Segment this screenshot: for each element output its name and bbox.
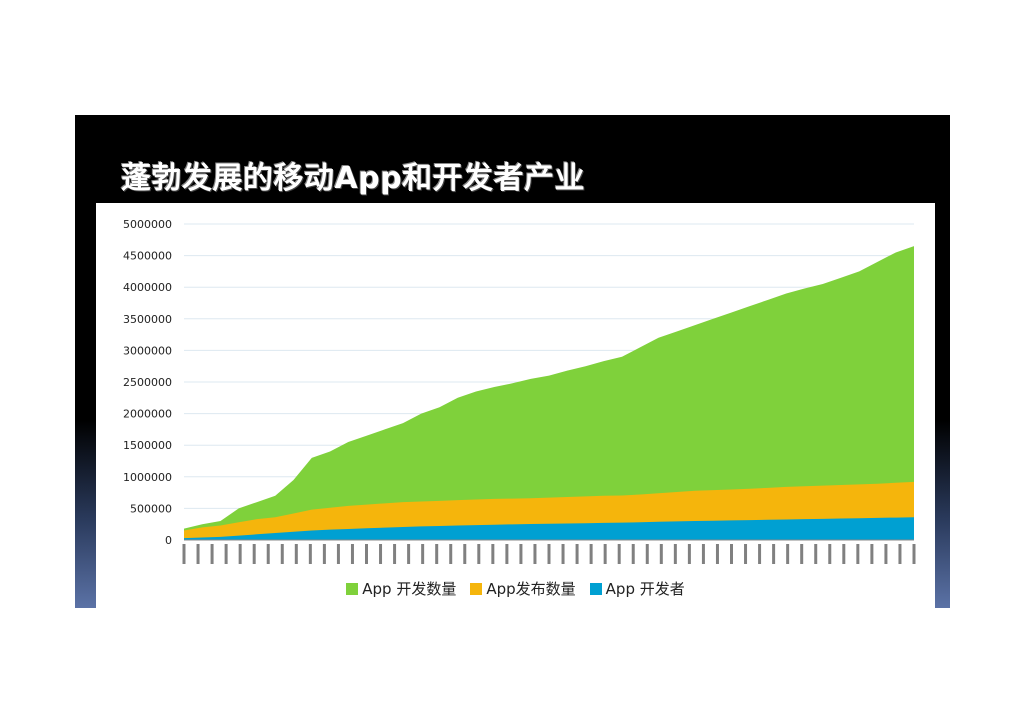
x-tick-mark [800,544,804,564]
x-tick-mark [252,544,256,564]
legend-item-app-dev-count: App 开发数量 [346,578,456,599]
legend-label: App 开发数量 [362,580,457,598]
y-tick-label: 500000 [130,502,172,515]
y-tick-label: 4000000 [123,281,172,294]
x-tick-mark [561,544,565,564]
x-tick-mark [379,544,383,564]
x-tick-mark [308,544,312,564]
legend-swatch-orange [470,582,483,595]
x-tick-mark [884,544,888,564]
x-tick-mark [407,544,411,564]
x-tick-mark [617,544,621,564]
x-tick-mark [491,544,495,564]
x-tick-mark [814,544,818,564]
legend: App 开发数量 App发布数量 App 开发者 [96,578,935,599]
x-tick-mark [828,544,832,564]
y-tick-label: 5000000 [123,218,172,231]
legend-item-app-developers: App 开发者 [589,578,685,599]
x-tick-mark [659,544,663,564]
y-tick-label: 3500000 [123,313,172,326]
x-tick-mark [547,544,551,564]
x-tick-mark [224,544,228,564]
x-tick-mark [603,544,607,564]
x-tick-mark [912,544,916,564]
x-tick-mark [519,544,523,564]
series-area-0 [184,246,914,540]
chart-panel: 0 500000 1000000 1500000 2000000 2500000 30000… [96,203,935,608]
legend-swatch-blue [589,582,602,595]
y-tick-label: 2000000 [123,408,172,421]
legend-swatch-green [346,582,359,595]
x-tick-mark [280,544,284,564]
x-tick-mark [631,544,635,564]
x-tick-mark [786,544,790,564]
y-tick-label: 2500000 [123,376,172,389]
x-tick-mark [533,544,537,564]
x-tick-mark [730,544,733,564]
x-tick-mark [856,544,860,564]
x-tick-mark [687,544,691,564]
x-tick-mark [744,544,748,564]
x-tick-mark [196,544,200,564]
y-tick-label: 4500000 [123,250,172,263]
slide-title: 蓬勃发展的移动App和开发者产业 [121,161,586,196]
slide: 蓬勃发展的移动App和开发者产业 0 500000 1000000 1500000 20… [75,115,950,608]
x-tick-mark [421,544,425,564]
x-tick-mark [870,544,874,564]
x-tick-mark [435,544,439,564]
x-tick-mark [294,544,298,564]
legend-item-app-release-count: App发布数量 [470,578,576,599]
x-tick-mark [477,544,481,564]
y-tick-label: 1000000 [123,471,172,484]
x-tick-mark [238,544,242,564]
y-tick-label: 3000000 [123,344,172,357]
x-tick-mark [898,544,902,564]
legend-label: App 开发者 [605,580,685,598]
x-tick-mark [393,544,397,564]
y-tick-label: 1500000 [123,439,172,452]
x-tick-mark [505,544,509,564]
x-tick-mark [673,544,677,564]
x-tick-mark [449,544,453,564]
x-tick-mark [266,544,270,564]
x-tick-mark [463,544,467,564]
x-tick-mark [336,544,340,564]
x-tick-mark [758,544,762,564]
x-tick-mark [350,544,354,564]
x-tick-mark [182,544,186,564]
x-tick-mark [772,544,776,564]
x-tick-mark [365,544,368,564]
x-tick-mark [322,544,326,564]
x-tick-mark [210,544,214,564]
x-tick-mark [701,544,705,564]
x-tick-mark [645,544,649,564]
x-tick-mark [842,544,846,564]
y-tick-label: 0 [165,534,172,547]
x-tick-mark [575,544,579,564]
x-tick-mark [715,544,719,564]
x-tick-mark [589,544,593,564]
area-chart: 0 500000 1000000 1500000 2000000 2500000 30000… [123,218,916,564]
legend-label: App发布数量 [486,580,576,598]
series-area-2 [184,517,914,540]
